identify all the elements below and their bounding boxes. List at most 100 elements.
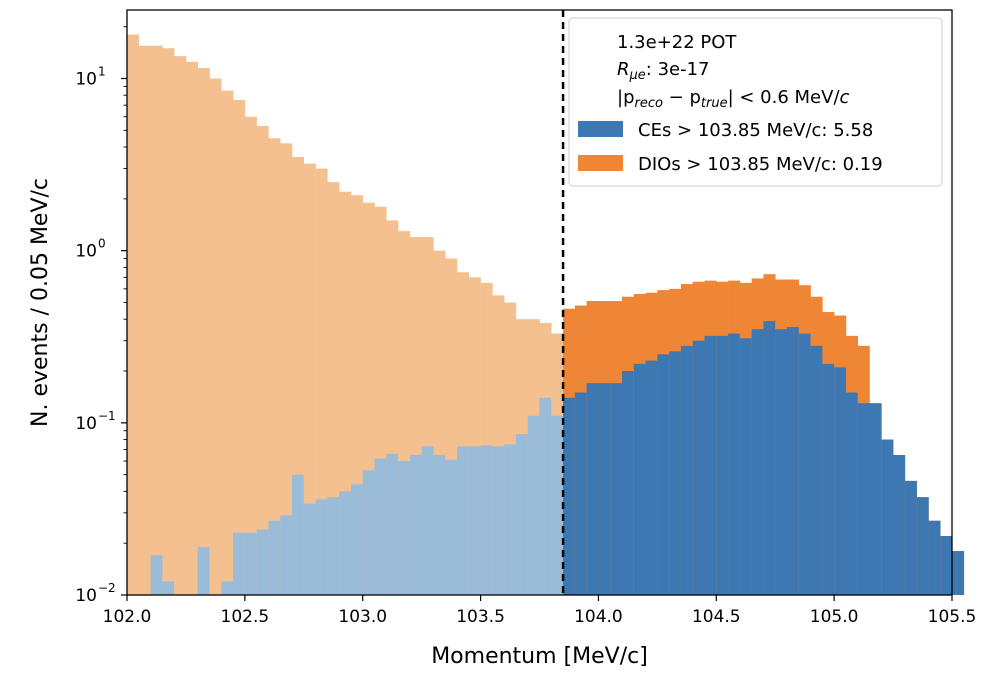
ce-bar <box>798 333 811 595</box>
ce-bar <box>716 335 729 595</box>
ce-bar-faded <box>398 461 411 595</box>
y-tick-base: 10 <box>75 414 97 434</box>
legend-rate-subscript: μe <box>629 68 646 83</box>
dio-bar-faded <box>150 45 163 596</box>
dio-bar-faded <box>197 68 210 595</box>
ce-bar-faded <box>551 415 564 595</box>
ce-bar-faded <box>221 581 234 595</box>
legend-ce-label: CEs > 103.85 MeV/c: 5.58 <box>638 120 873 141</box>
dio-bar-faded <box>138 45 151 596</box>
x-tick-label: 102.0 <box>103 607 152 627</box>
ce-bar-faded <box>233 532 246 595</box>
ce-bar <box>669 351 682 595</box>
ce-bar-faded <box>457 446 470 595</box>
y-tick-label: 10 <box>75 70 97 90</box>
dio-bar-faded <box>256 125 269 595</box>
histogram-bars <box>127 34 965 596</box>
ce-bar <box>893 455 906 595</box>
ce-bar-faded <box>339 491 352 595</box>
ce-bar <box>869 403 882 595</box>
ce-bar <box>633 363 646 595</box>
legend-res-minus: − p <box>663 87 701 108</box>
ce-bar-faded <box>539 397 552 595</box>
x-tick-label: 104.5 <box>692 607 741 627</box>
ce-bar <box>916 497 929 595</box>
y-tick-exponent: −1 <box>98 409 116 423</box>
ce-bar <box>622 371 635 595</box>
ce-bar-faded <box>303 503 316 595</box>
ce-bar-faded <box>374 458 387 595</box>
ce-bar-faded <box>409 455 422 595</box>
ce-bar-faded <box>421 446 434 595</box>
dio-bar-faded <box>127 34 140 596</box>
legend-res-open: |p <box>617 87 635 108</box>
dio-bar-faded <box>327 182 340 595</box>
ce-bar-faded <box>292 474 305 595</box>
ce-bar-faded <box>468 446 481 595</box>
ce-bar <box>881 439 894 595</box>
ce-bar-faded <box>445 459 458 595</box>
x-tick-label: 102.5 <box>221 607 270 627</box>
dio-bar-faded <box>244 116 257 595</box>
ce-bar-faded <box>386 453 399 595</box>
dio-bar-faded <box>268 138 281 596</box>
legend-res-sub1: reco <box>635 96 663 111</box>
dio-bar-faded <box>315 168 328 595</box>
x-tick-label: 103.0 <box>338 607 387 627</box>
ce-bar <box>574 392 587 595</box>
dio-bar-faded <box>280 143 293 596</box>
ce-bar <box>810 345 823 595</box>
y-tick-base: 10 <box>75 70 97 90</box>
ce-bar <box>857 403 870 595</box>
x-axis-ticks: 102.0 102.5 103.0 103.5 104.0 104.5 105.0 105.5 <box>103 595 976 627</box>
y-tick-base: 10 <box>75 242 97 262</box>
x-tick-label: 104.0 <box>574 607 623 627</box>
x-axis-label: Momentum [MeV/c] <box>431 644 648 669</box>
legend-box <box>568 17 943 187</box>
ce-bar <box>940 536 953 595</box>
ce-bar-faded <box>492 446 505 595</box>
dio-bar-faded <box>221 90 234 596</box>
y-tick-label: 10 <box>75 242 97 262</box>
dio-bar-faded <box>233 100 246 595</box>
ce-bar <box>822 363 835 595</box>
ce-bar <box>775 329 788 595</box>
ce-bar-faded <box>244 532 257 595</box>
dio-bar-faded <box>303 163 316 595</box>
dio-bar-faded <box>174 56 187 596</box>
ce-bar <box>787 327 800 595</box>
ce-bar <box>763 321 776 595</box>
ce-bar-faded <box>362 470 375 595</box>
ce-bar-faded <box>162 581 175 595</box>
x-tick-label: 105.0 <box>810 607 859 627</box>
ce-bar <box>904 480 917 595</box>
ce-bar-faded <box>256 529 269 595</box>
y-axis-label: N. events / 0.05 MeV/c <box>28 178 53 427</box>
ce-bar <box>728 333 741 595</box>
ce-bar <box>586 383 599 595</box>
ce-bar-faded <box>150 555 163 595</box>
ce-bar-faded <box>268 520 281 595</box>
y-tick-base: 10 <box>75 586 97 606</box>
ce-bar-faded <box>433 455 446 595</box>
legend-res-sub2: true <box>701 96 728 111</box>
ce-bar-faded <box>480 445 493 595</box>
ce-bar <box>845 392 859 595</box>
y-tick-label: 10 <box>75 414 97 434</box>
legend-ce-swatch <box>578 121 623 137</box>
legend: 1.3e+22 POT Rμe: 3e-17 |preco − ptrue| <… <box>568 17 943 187</box>
legend-rate-text: Rμe: 3e-17 <box>617 59 710 83</box>
ce-bar <box>952 551 965 595</box>
y-tick-exponent: 0 <box>98 237 106 251</box>
ce-bar-faded <box>527 415 540 595</box>
ce-bar-faded <box>327 497 340 595</box>
legend-dio-swatch <box>578 155 623 171</box>
ce-bar <box>834 367 847 595</box>
ce-bar-faded <box>280 515 293 595</box>
ce-bar-faded <box>350 484 364 595</box>
ce-bar <box>563 397 576 595</box>
legend-rate-symbol: R <box>617 59 630 80</box>
dio-bar-faded <box>185 61 199 595</box>
